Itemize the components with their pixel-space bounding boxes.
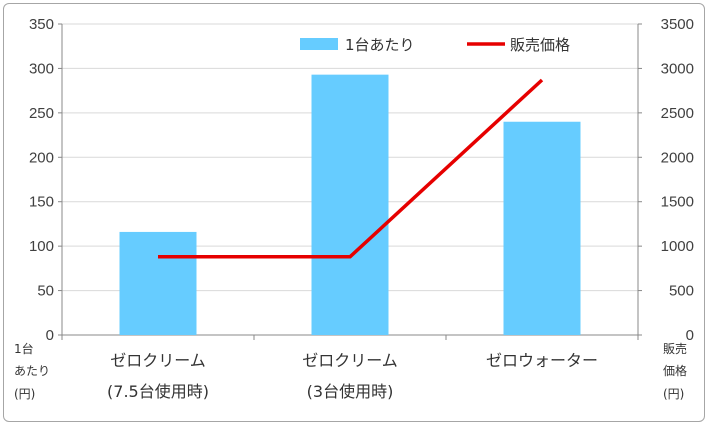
legend-line-label: 販売価格 (510, 36, 570, 54)
category-label: ゼロウォーター (486, 351, 598, 370)
legend-bar-label: 1台あたり (345, 36, 415, 54)
category-sublabel: (3台使用時) (307, 382, 394, 401)
left-tick-label: 0 (46, 327, 54, 344)
right-axis-title: (円) (663, 387, 684, 401)
right-tick-label: 3500 (661, 16, 694, 33)
left-tick-label: 350 (29, 16, 54, 33)
right-axis-title: 販売 (663, 341, 687, 356)
left-tick-label: 200 (29, 149, 54, 166)
left-tick-label: 50 (37, 283, 54, 300)
bar (119, 231, 197, 335)
bar (311, 74, 389, 336)
right-tick-label: 3000 (661, 60, 694, 77)
right-tick-label: 500 (669, 283, 694, 300)
bar (503, 121, 581, 335)
category-sublabel: (7.5台使用時) (107, 382, 209, 401)
right-axis-title: 価格 (663, 363, 687, 378)
left-tick-label: 150 (29, 194, 54, 211)
right-tick-label: 1000 (661, 238, 694, 255)
category-label: ゼロクリーム (302, 351, 398, 370)
line-series (158, 78, 544, 259)
right-tick-label: 1500 (661, 194, 694, 211)
left-axis-title: 1台 (14, 341, 34, 356)
left-tick-label: 300 (29, 60, 54, 77)
right-tick-label: 2500 (661, 105, 694, 122)
right-tick-label: 0 (686, 327, 694, 344)
left-tick-label: 250 (29, 105, 54, 122)
legend-bar-swatch (300, 38, 338, 50)
category-label: ゼロクリーム (110, 351, 206, 370)
left-tick-label: 100 (29, 238, 54, 255)
left-axis-title: (円) (14, 387, 35, 401)
left-axis-title: あたり (14, 364, 50, 378)
right-tick-label: 2000 (661, 149, 694, 166)
